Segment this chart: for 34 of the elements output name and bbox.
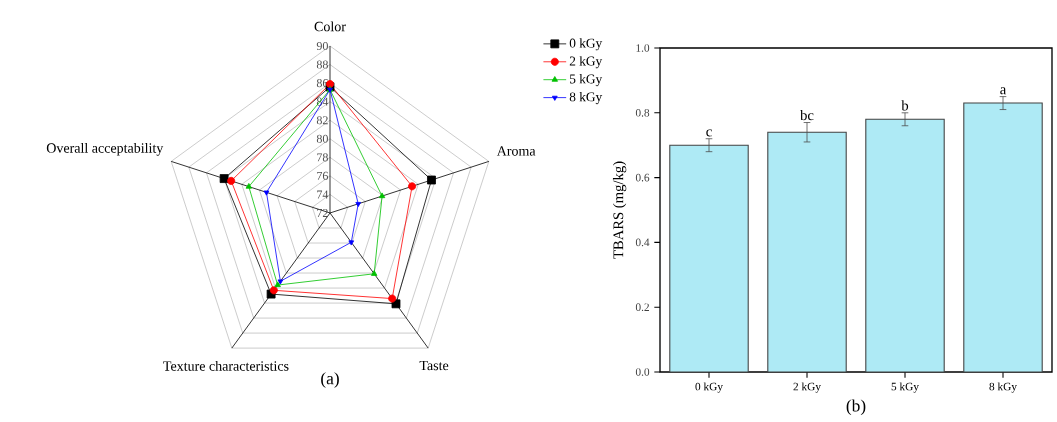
legend-label: 2 kGy [569, 56, 603, 69]
x-tick-label: 8 kGy [989, 382, 1017, 393]
annotation: c [706, 129, 712, 137]
legend-label: 5 kGy [570, 74, 603, 87]
y-tick-label: 82 [316, 116, 328, 125]
annotation: bc [800, 109, 814, 121]
spoke-label: Aroma [496, 146, 536, 156]
legend-label: 0 kGy [569, 38, 603, 51]
spoke-label: Taste [419, 360, 449, 371]
spoke-label: Texture characteristics [163, 360, 289, 371]
annotation: b [901, 100, 909, 111]
text: (b) [846, 399, 866, 416]
x-tick-label: 5 kGy [891, 382, 919, 393]
spoke-label: Overall acceptability [46, 142, 164, 156]
y-tick-label: 72 [317, 209, 328, 217]
y-tick-label: 80 [316, 134, 328, 143]
y-tick-label: 0.4 [635, 238, 650, 247]
annotation: a [1000, 87, 1007, 95]
y-tick-label: 76 [317, 171, 329, 180]
y-axis-title: TBARS (mg/kg) [612, 161, 627, 259]
x-tick-label: 0 kGy [695, 382, 723, 393]
y-tick-label: 74 [317, 190, 329, 199]
legend-label: 8 kGy [569, 91, 603, 105]
x-tick-label: 2 kGy [793, 382, 821, 393]
y-tick-label: 0.8 [635, 108, 650, 117]
y-tick-label: 0.2 [635, 303, 649, 312]
spoke-label: Color [314, 21, 346, 32]
text: (a) [321, 372, 339, 388]
y-tick-label: 0.6 [635, 173, 650, 182]
y-tick-label: 90 [316, 41, 328, 51]
y-tick-label: 78 [317, 153, 328, 162]
y-tick-label: 0.0 [635, 368, 650, 376]
y-tick-label: 1.0 [636, 44, 650, 52]
y-tick-label: 88 [316, 60, 328, 69]
